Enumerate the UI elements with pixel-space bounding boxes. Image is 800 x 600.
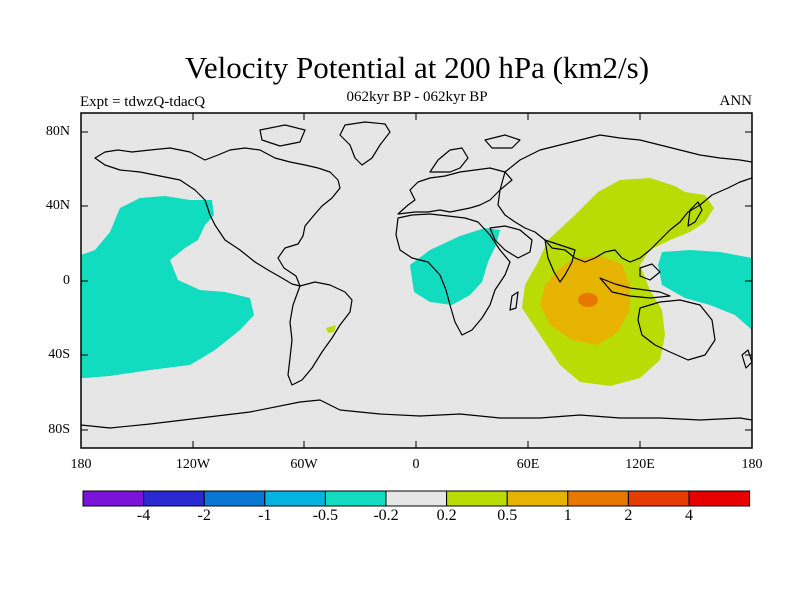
- lon-label-120w: 120W: [175, 457, 211, 472]
- lon-label-120e: 120E: [625, 457, 655, 472]
- negative-region-atlantic: [410, 228, 500, 305]
- experiment-label: Expt = tdwzQ-tdacQ: [80, 94, 206, 110]
- negative-region-west-pacific: [658, 250, 752, 330]
- colorbar-label-8: 1: [563, 507, 572, 524]
- colorbar-label-2: -2: [197, 507, 211, 524]
- lat-label-80n: 80N: [45, 124, 70, 139]
- colorbar-box-8: [506, 490, 569, 507]
- coastlines: [81, 121, 752, 429]
- positive-region-level3: [578, 293, 598, 307]
- colorbar-box-6: [385, 490, 448, 507]
- lon-label-180w: 180: [70, 457, 92, 472]
- lon-label-180e: 180: [741, 457, 763, 472]
- chart-title: Velocity Potential at 200 hPa (km2/s): [184, 50, 650, 85]
- colorbar-label-10: 4: [685, 507, 693, 524]
- lat-label-40s: 40S: [48, 347, 70, 362]
- colorbar-label-7: 0.5: [497, 507, 518, 524]
- colorbar-box-11: [688, 490, 751, 507]
- colorbar-label-3: -1: [258, 507, 272, 524]
- positive-spot-south-america: [326, 325, 336, 333]
- colorbar-box-1: [82, 490, 145, 507]
- season-label: ANN: [719, 93, 753, 109]
- colorbar-box-4: [264, 490, 326, 507]
- colorbar-label-9: 2: [624, 507, 633, 524]
- lon-label-60e: 60E: [516, 457, 540, 472]
- colorbar-box-2: [143, 490, 205, 507]
- lon-label-0: 0: [412, 457, 420, 472]
- colorbar-label-4: -0.5: [312, 507, 339, 524]
- colorbar-box-5: [324, 490, 387, 507]
- axis-ticks: [80, 113, 753, 448]
- colorbar-box-7: [446, 490, 508, 507]
- negative-region-pacific: [81, 196, 254, 378]
- chart-subtitle: 062kyr BP - 062kyr BP: [346, 89, 488, 105]
- lat-label-40n: 40N: [45, 198, 70, 213]
- colorbar-box-10: [627, 490, 690, 507]
- lat-label-0: 0: [63, 273, 70, 288]
- colorbar: [82, 490, 751, 507]
- colorbar-label-5: -0.2: [373, 507, 399, 524]
- colorbar-box-9: [567, 490, 629, 507]
- lat-label-80s: 80S: [48, 422, 70, 437]
- colorbar-label-1: -4: [136, 507, 151, 524]
- colorbar-label-6: 0.2: [436, 507, 457, 524]
- colorbar-box-3: [203, 490, 266, 507]
- lon-label-60w: 60W: [290, 457, 318, 472]
